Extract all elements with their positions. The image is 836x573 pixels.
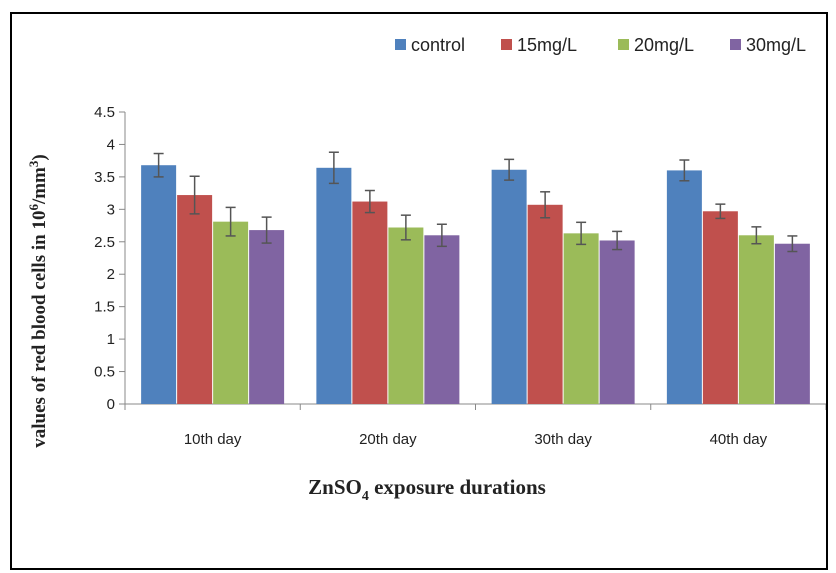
legend-swatch [618,39,629,50]
legend-label: control [411,35,465,55]
bar [213,221,249,404]
y-tick-label: 2.5 [94,234,115,251]
y-tick-label: 0 [107,396,115,413]
x-tick-label: 10th day [184,431,242,448]
y-tick-label: 1 [107,331,115,348]
y-tick-label: 3.5 [94,169,115,186]
bar [491,169,527,404]
y-axis: 0 0.5 1 1.5 2 2.5 3 3.5 4 4.5 [94,104,126,413]
bar [738,235,774,404]
legend-label: 20mg/L [634,35,694,55]
legend-label: 15mg/L [517,35,577,55]
y-tick-label: 3 [107,201,115,218]
bar-chart: control 15mg/L 20mg/L 30mg/L 0 0.5 1 1.5 2 2.5 3 3… [26,35,826,504]
y-tick-label: 4.5 [94,104,115,121]
bar [774,243,810,404]
bar [249,230,285,404]
legend-swatch [730,39,741,50]
bar [563,233,599,404]
y-tick-label: 0.5 [94,364,115,381]
chart-frame: control 15mg/L 20mg/L 30mg/L 0 0.5 1 1.5 2 2.5 3 3… [10,12,828,570]
bar [177,195,213,404]
bar [599,240,635,404]
bar [352,201,388,404]
legend-label: 30mg/L [746,35,806,55]
x-tick-label: 40th day [710,431,768,448]
y-tick-label: 2 [107,266,115,283]
x-axis: 10th day 20th day 30th day 40th day [124,403,826,448]
bars [141,165,810,404]
legend: control 15mg/L 20mg/L 30mg/L [395,35,806,55]
x-tick-label: 20th day [359,431,417,448]
x-tick-label: 30th day [534,431,592,448]
bar [424,235,460,404]
error-bars [153,151,798,253]
y-axis-title: values of red blood cells in 106/mm3) [26,154,50,447]
legend-swatch [395,39,406,50]
bar [527,204,563,404]
bar [666,170,702,404]
y-tick-label: 1.5 [94,299,115,316]
bar [141,165,177,404]
bar [316,167,352,404]
y-tick-label: 4 [107,136,115,153]
bar [702,211,738,404]
x-axis-title: ZnSO4 exposure durations [308,475,546,504]
bar [388,227,424,404]
legend-swatch [501,39,512,50]
